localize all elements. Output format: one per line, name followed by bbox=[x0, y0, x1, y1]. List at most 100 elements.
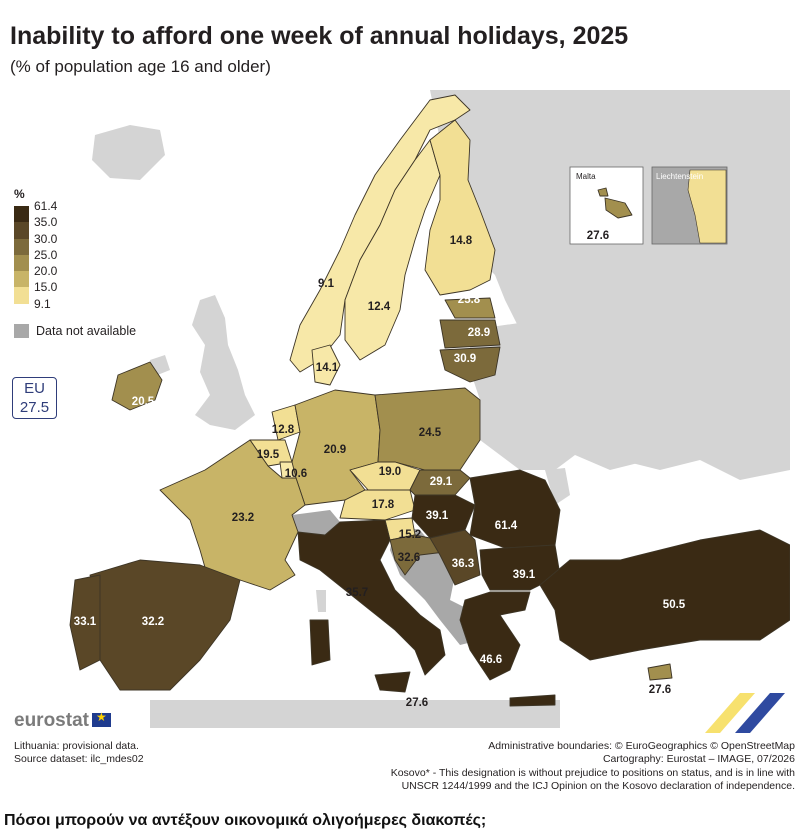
value-label-dk: 14.1 bbox=[316, 362, 339, 374]
land-corsica bbox=[316, 590, 326, 612]
legend-swatch bbox=[14, 254, 29, 272]
value-label-se: 12.4 bbox=[368, 301, 391, 313]
value-labels: 9.1 12.4 14.8 14.1 25.8 28.9 30.9 20.5 12.8 19.5 1… bbox=[74, 235, 686, 709]
value-label-rs: 36.3 bbox=[452, 558, 474, 570]
note-kosovo-1: Kosovo* - This designation is without pr… bbox=[390, 767, 795, 779]
value-label-ro: 61.4 bbox=[495, 520, 518, 532]
legend-swatch bbox=[14, 271, 29, 288]
eurostat-logo-text: eurostat bbox=[14, 710, 89, 731]
value-label-lu: 10.6 bbox=[285, 468, 307, 480]
value-label-hu: 39.1 bbox=[426, 510, 449, 522]
region-cyprus bbox=[647, 663, 673, 681]
value-label-lv: 28.9 bbox=[468, 327, 490, 339]
region-sicily bbox=[374, 671, 411, 693]
region-croatia bbox=[389, 534, 446, 576]
legend-bin: 20.0 bbox=[14, 264, 214, 288]
region-turkey bbox=[539, 529, 790, 661]
inset-malta-value: 27.6 bbox=[587, 230, 609, 242]
region-greece bbox=[459, 591, 531, 681]
legend-unit: % bbox=[14, 187, 25, 201]
legend-swatch bbox=[14, 206, 29, 223]
legend-bin-label: 35.0 bbox=[34, 215, 58, 230]
eu-average-box: EU 27.5 bbox=[12, 377, 57, 419]
land-switzerland bbox=[292, 510, 340, 535]
europe-map: Malta 27.6 Liechtenstein 9.1 12.4 14.8 14.1… bbox=[0, 88, 790, 728]
value-label-cz: 19.0 bbox=[379, 466, 401, 478]
land-iceland bbox=[92, 125, 165, 180]
value-label-hr: 32.6 bbox=[398, 552, 420, 564]
region-ireland bbox=[111, 361, 163, 411]
value-label-tr: 50.5 bbox=[663, 599, 686, 611]
legend-min-label: 9.1 bbox=[34, 296, 51, 311]
map-title: Inability to afford one week of annual h… bbox=[10, 22, 629, 50]
region-italy bbox=[297, 519, 446, 676]
inset-malta-name: Malta bbox=[576, 172, 596, 181]
legend-bin: 25.0 bbox=[14, 248, 214, 272]
eu-value: 27.5 bbox=[19, 399, 50, 416]
value-label-pl: 24.5 bbox=[419, 427, 442, 439]
region-finland bbox=[424, 119, 496, 296]
inset-liechtenstein: Liechtenstein bbox=[651, 166, 728, 245]
inset-malta: Malta 27.6 bbox=[569, 166, 644, 245]
legend-bin-label: 15.0 bbox=[34, 280, 58, 295]
value-label-fi: 14.8 bbox=[450, 235, 473, 247]
land-uk bbox=[192, 295, 255, 430]
eu-flag-icon bbox=[91, 710, 111, 727]
eurostat-logo: eurostat bbox=[14, 710, 111, 732]
land-moldova bbox=[545, 468, 570, 505]
value-label-fr: 23.2 bbox=[232, 512, 254, 524]
caption: Πόσοι μπορούν να αντέξουν οικονομικά ολι… bbox=[4, 812, 487, 829]
value-label-no: 9.1 bbox=[318, 278, 335, 290]
map-legend: % 61.4 35.0 30.0 25.0 20.0 15.0 9.1 Data not … bbox=[14, 187, 214, 338]
legend-bin: 61.4 bbox=[14, 199, 214, 223]
value-label-lt: 30.9 bbox=[454, 353, 476, 365]
region-latvia bbox=[439, 319, 501, 349]
legend-bin-label: 61.4 bbox=[34, 199, 58, 213]
legend-no-data-swatch bbox=[14, 323, 29, 338]
land-north-africa bbox=[150, 700, 560, 728]
region-france bbox=[159, 439, 306, 591]
note-source: Source dataset: ilc_mdes02 bbox=[14, 753, 144, 765]
region-denmark bbox=[311, 344, 341, 386]
legend-bin-label: 20.0 bbox=[34, 264, 58, 279]
value-label-at: 17.8 bbox=[372, 499, 395, 511]
legend-min-row: 9.1 bbox=[14, 297, 214, 314]
value-label-be: 19.5 bbox=[257, 449, 280, 461]
legend-swatch bbox=[14, 238, 29, 255]
map-subtitle: (% of population age 16 and older) bbox=[10, 57, 271, 76]
legend-bin-label: 30.0 bbox=[34, 231, 58, 246]
land-belarus-ukraine bbox=[470, 320, 670, 470]
legend-swatch bbox=[14, 222, 29, 239]
eurostat-stripes-decoration bbox=[705, 693, 785, 733]
value-label-mt_s: 27.6 bbox=[406, 697, 428, 709]
value-label-pt: 33.1 bbox=[74, 616, 97, 628]
eu-label: EU bbox=[24, 380, 45, 397]
legend-bin: 15.0 bbox=[14, 280, 214, 304]
value-label-ie: 20.5 bbox=[132, 396, 155, 408]
value-label-es: 32.2 bbox=[142, 616, 164, 628]
value-label-nl: 12.8 bbox=[272, 424, 295, 436]
legend-bin: 35.0 bbox=[14, 215, 214, 239]
region-lithuania bbox=[439, 346, 501, 383]
value-label-gr: 46.6 bbox=[480, 654, 502, 666]
region-sardinia bbox=[309, 619, 331, 666]
value-label-sk: 29.1 bbox=[430, 476, 453, 488]
region-serbia bbox=[429, 529, 481, 586]
note-kosovo-2: UNSCR 1244/1999 and the ICJ Opinion on t… bbox=[401, 780, 795, 792]
value-label-bg: 39.1 bbox=[513, 569, 536, 581]
region-sweden bbox=[344, 139, 441, 361]
region-portugal bbox=[69, 574, 101, 671]
value-label-it: 35.7 bbox=[346, 587, 368, 599]
legend-bin-label: 25.0 bbox=[34, 247, 58, 262]
value-label-ee: 25.8 bbox=[458, 294, 481, 306]
value-label-cy: 27.6 bbox=[649, 684, 671, 696]
note-boundaries: Administrative boundaries: © EuroGeograp… bbox=[488, 740, 795, 752]
region-crete bbox=[509, 694, 556, 707]
value-label-de: 20.9 bbox=[324, 444, 346, 456]
legend-bin: 30.0 bbox=[14, 232, 214, 255]
inset-liechtenstein-name: Liechtenstein bbox=[656, 172, 703, 181]
legend-no-data: Data not available bbox=[14, 323, 214, 338]
legend-swatch bbox=[14, 287, 29, 304]
legend-no-data-label: Data not available bbox=[36, 323, 137, 338]
note-cartography: Cartography: Eurostat – IMAGE, 07/2026 bbox=[602, 753, 795, 765]
